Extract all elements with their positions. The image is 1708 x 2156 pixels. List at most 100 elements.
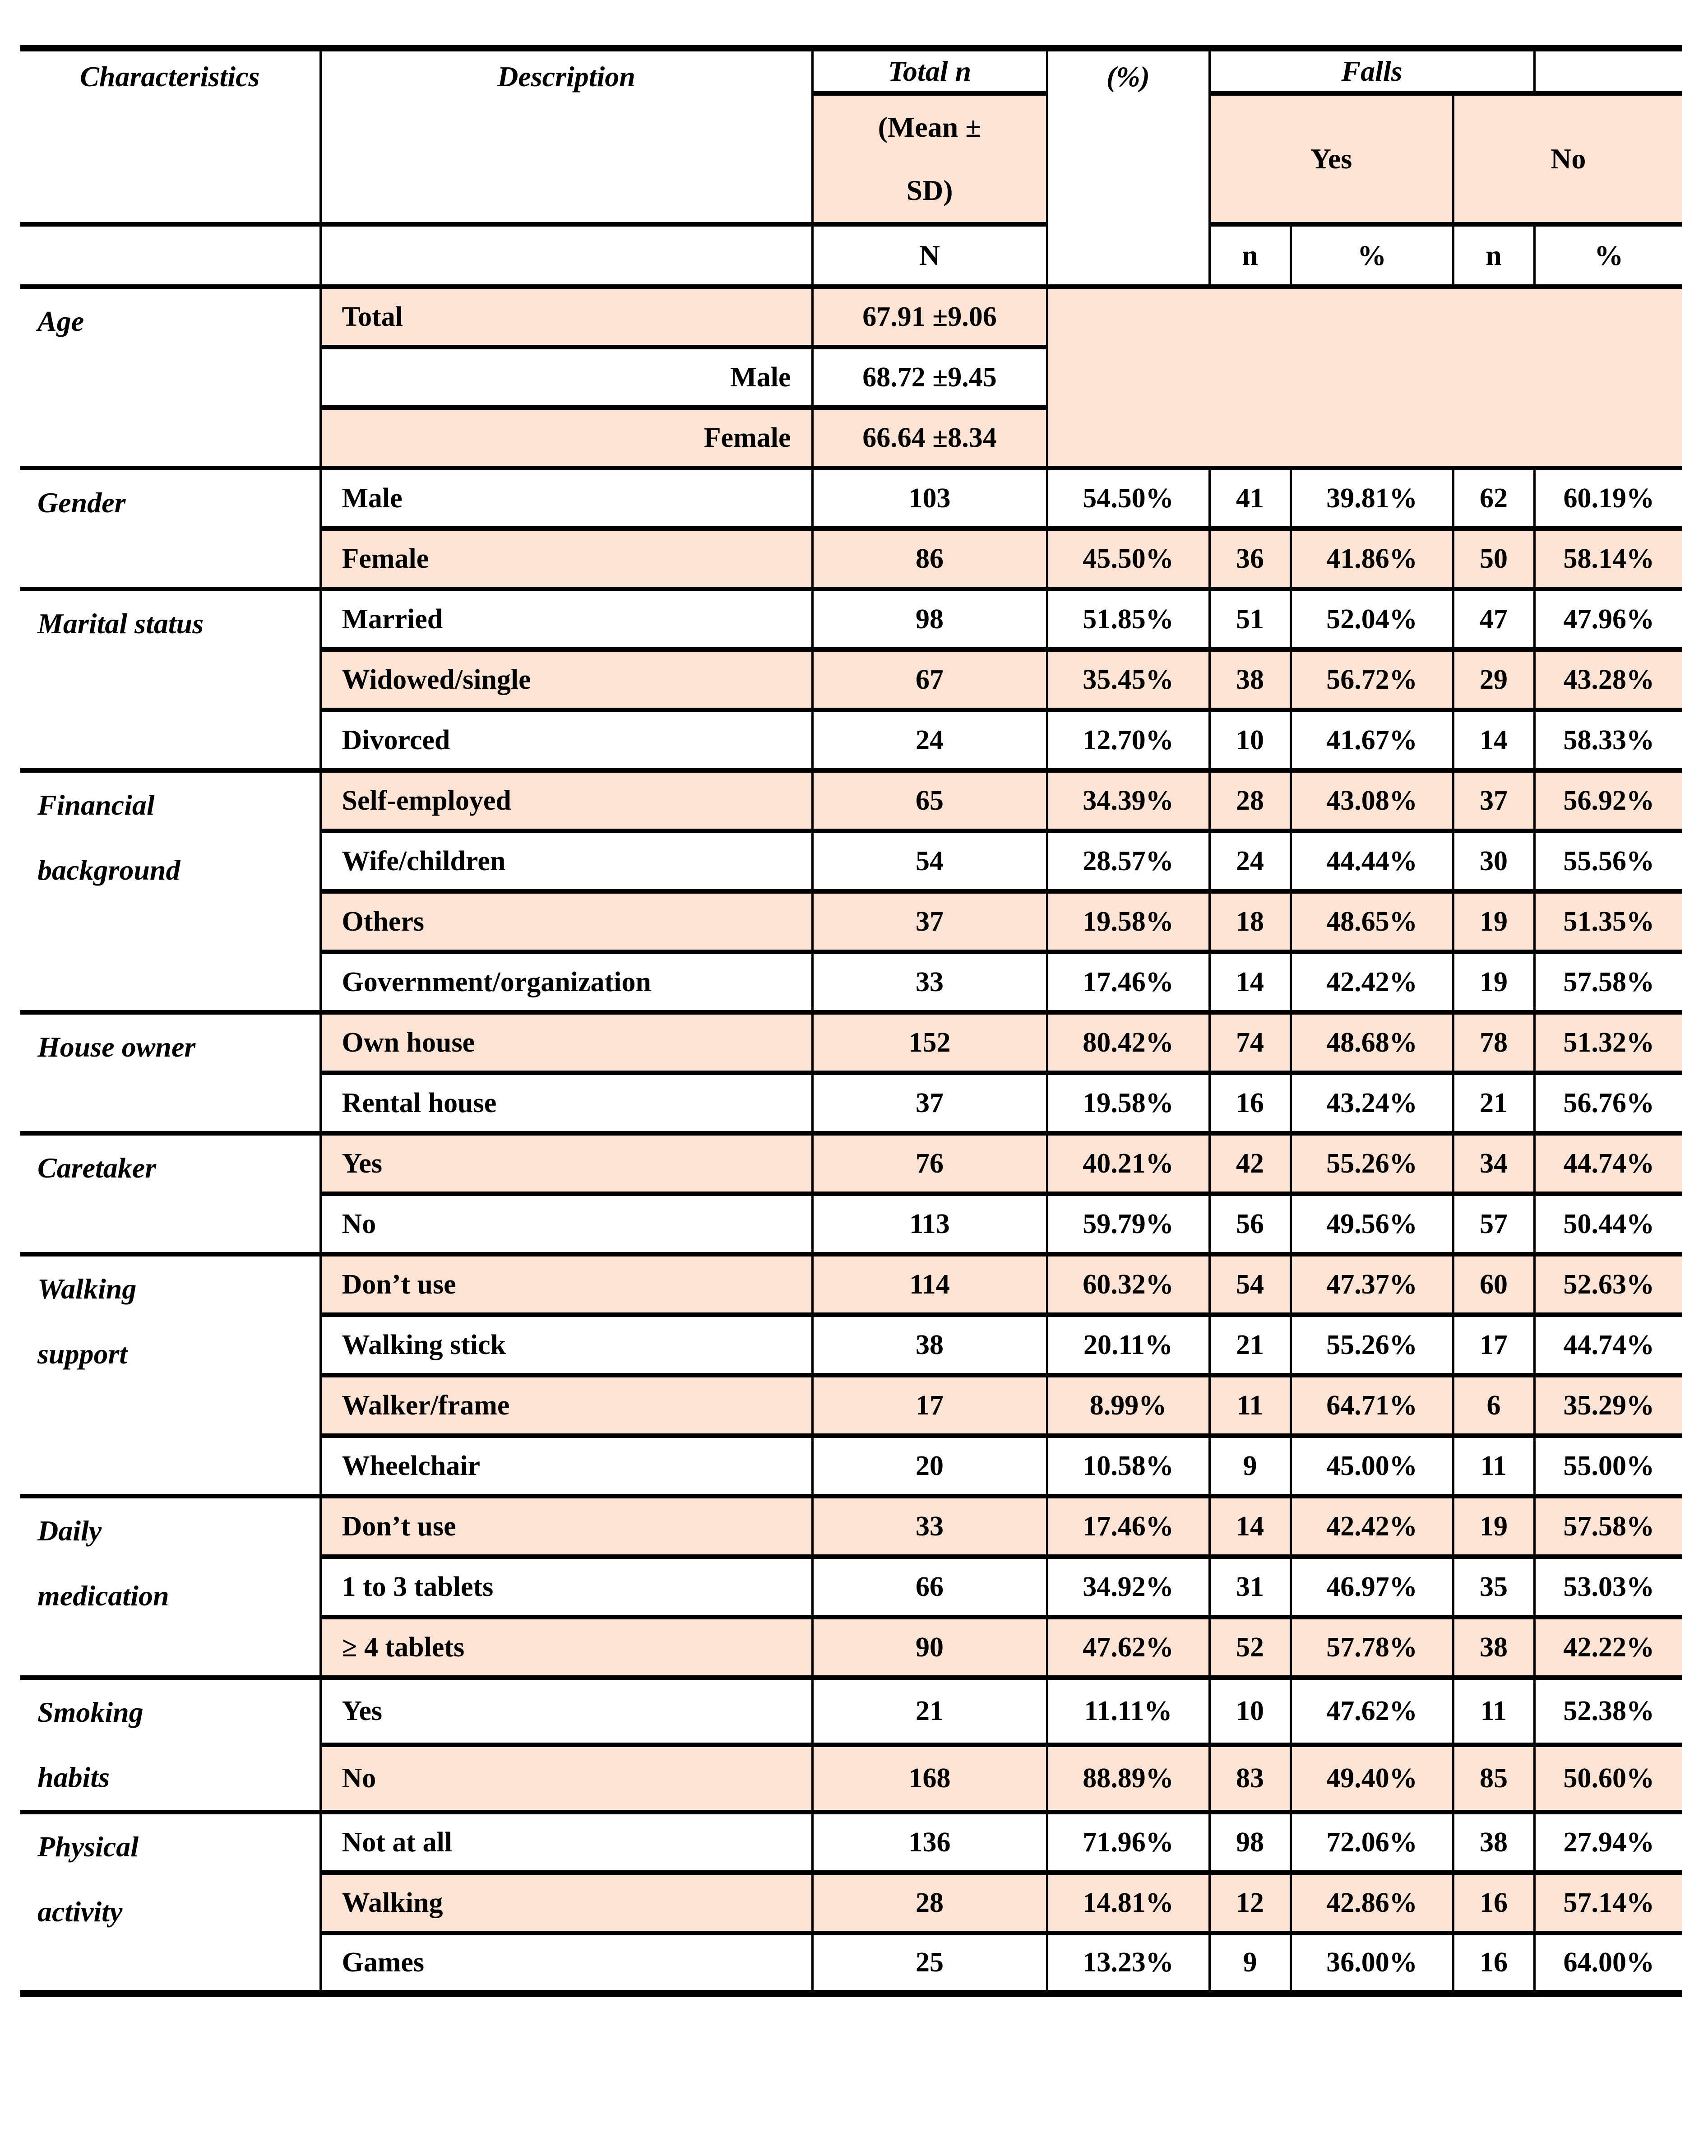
header-spacer-description [319, 222, 814, 288]
falls-no-n-cell: 17 [1452, 1312, 1536, 1377]
falls-no-pct-cell: 51.35% [1533, 889, 1682, 953]
falls-yes-n-cell: 21 [1208, 1312, 1292, 1377]
table-row: Age Total 67.91 ±9.06 [20, 284, 1682, 469]
falls-no-n-cell: 14 [1452, 708, 1536, 772]
header-total-n: Total n [811, 45, 1048, 95]
description-cell: Female [319, 405, 814, 469]
falls-no-pct-cell: 56.92% [1533, 768, 1682, 832]
falls-no-n-cell: 16 [1452, 1931, 1536, 1997]
table-row: Physical activity Not at all 136 71.96% 98 72.… [20, 1810, 1682, 1997]
description-cell: Wheelchair [319, 1433, 814, 1498]
total-n-cell: 33 [811, 1494, 1048, 1558]
header-falls-no: No [1452, 91, 1682, 226]
description-cell: Male [319, 466, 814, 530]
falls-no-n-cell: 50 [1452, 526, 1536, 590]
table-row: Smoking habits Yes 21 11.11% 10 47.62% 11 52.38% [20, 1675, 1682, 1813]
percent-cell: 13.23% [1046, 1931, 1211, 1997]
falls-yes-pct-cell: 55.26% [1289, 1131, 1454, 1195]
characteristic-cell: Financial background [20, 768, 322, 1014]
table-row: House owner Own house 152 80.42% 74 48.68% 78 5… [20, 1010, 1682, 1135]
characteristic-label: House owner [37, 1031, 196, 1063]
total-n-cell: 98 [811, 587, 1048, 651]
falls-yes-n-cell: 98 [1208, 1810, 1292, 1874]
table-header: Characteristics Description Total n (%) … [20, 45, 1682, 288]
characteristic-label: Financial [37, 789, 155, 821]
characteristic-cell: Marital status [20, 587, 322, 772]
characteristic-cell: House owner [20, 1010, 322, 1135]
falls-yes-n-cell: 31 [1208, 1554, 1292, 1618]
total-n-cell: 54 [811, 829, 1048, 893]
header-no-n: n [1452, 222, 1536, 288]
table-row: 1 to 3 tablets 66 34.92% 31 46.97% 35 53.03% [20, 1554, 1682, 1618]
falls-yes-n-cell: 18 [1208, 889, 1292, 953]
percent-cell: 35.45% [1046, 647, 1211, 711]
falls-yes-pct-cell: 43.08% [1289, 768, 1454, 832]
total-n-cell: 66 [811, 1554, 1048, 1618]
header-no-pct: % [1533, 222, 1682, 288]
header-row-2: (Mean ± SD) Yes No [20, 91, 1682, 226]
falls-no-pct-cell: 57.58% [1533, 1494, 1682, 1558]
characteristic-label: Gender [37, 487, 126, 519]
falls-no-pct-cell: 27.94% [1533, 1810, 1682, 1874]
characteristic-cell: Walking support [20, 1252, 322, 1498]
falls-no-pct-cell: 64.00% [1533, 1931, 1682, 1997]
table-row: Daily medication Don’t use 33 17.46% 14 42.42%… [20, 1494, 1682, 1679]
total-n-cell: 113 [811, 1192, 1048, 1256]
percent-cell: 19.58% [1046, 889, 1211, 953]
falls-yes-n-cell: 24 [1208, 829, 1292, 893]
description-cell: Total [319, 284, 814, 348]
percent-cell: 12.70% [1046, 708, 1211, 772]
header-characteristics-label: Characteristics [80, 60, 260, 93]
table-row: No 113 59.79% 56 49.56% 57 50.44% [20, 1192, 1682, 1256]
falls-yes-n-cell: 10 [1208, 708, 1292, 772]
header-percent: (%) [1046, 45, 1211, 288]
characteristic-label: Marital status [37, 607, 204, 640]
falls-no-n-cell: 38 [1452, 1615, 1536, 1679]
percent-cell: 71.96% [1046, 1810, 1211, 1874]
description-cell: Others [319, 889, 814, 953]
total-n-cell: 17 [811, 1373, 1048, 1437]
description-cell: Yes [319, 1675, 814, 1746]
header-row-1: Characteristics Description Total n (%) … [20, 45, 1682, 288]
total-n-cell: 152 [811, 1010, 1048, 1074]
falls-no-n-cell: 62 [1452, 466, 1536, 530]
falls-no-n-cell: 11 [1452, 1675, 1536, 1746]
falls-yes-pct-cell: 43.24% [1289, 1071, 1454, 1135]
falls-no-pct-cell: 52.38% [1533, 1675, 1682, 1746]
characteristic-label: support [37, 1338, 128, 1370]
falls-yes-n-cell: 14 [1208, 1494, 1292, 1558]
mean-sd-value-cell: 67.91 ±9.06 [811, 284, 1048, 348]
characteristic-label: Daily [37, 1515, 102, 1547]
description-cell: Self-employed [319, 768, 814, 832]
falls-yes-n-cell: 9 [1208, 1931, 1292, 1997]
mean-sd-value-cell: 66.64 ±8.34 [811, 405, 1048, 469]
falls-yes-pct-cell: 47.37% [1289, 1252, 1454, 1316]
percent-cell: 34.39% [1046, 768, 1211, 832]
falls-yes-n-cell: 41 [1208, 466, 1292, 530]
characteristic-cell: Caretaker [20, 1131, 322, 1256]
falls-yes-n-cell: 10 [1208, 1675, 1292, 1746]
falls-yes-n-cell: 54 [1208, 1252, 1292, 1316]
header-characteristics: Characteristics [20, 45, 322, 226]
percent-cell: 28.57% [1046, 829, 1211, 893]
characteristic-label: Caretaker [37, 1152, 157, 1184]
falls-yes-n-cell: 56 [1208, 1192, 1292, 1256]
total-n-cell: 103 [811, 466, 1048, 530]
description-cell: Male [319, 345, 814, 409]
falls-yes-pct-cell: 45.00% [1289, 1433, 1454, 1498]
falls-yes-n-cell: 51 [1208, 587, 1292, 651]
falls-no-n-cell: 37 [1452, 768, 1536, 832]
table-row: Games 25 13.23% 9 36.00% 16 64.00% [20, 1931, 1682, 1997]
falls-no-pct-cell: 53.03% [1533, 1554, 1682, 1618]
characteristic-cell: Daily medication [20, 1494, 322, 1679]
table-row: Others 37 19.58% 18 48.65% 19 51.35% [20, 889, 1682, 953]
falls-no-pct-cell: 57.58% [1533, 950, 1682, 1014]
table-body: Age Total 67.91 ±9.06 Male 68.72 ±9.45 Female… [20, 284, 1682, 1997]
description-cell: Wife/children [319, 829, 814, 893]
table-row: Marital status Married 98 51.85% 51 52.04% 47 4… [20, 587, 1682, 772]
description-cell: 1 to 3 tablets [319, 1554, 814, 1618]
falls-yes-pct-cell: 55.26% [1289, 1312, 1454, 1377]
falls-no-n-cell: 60 [1452, 1252, 1536, 1316]
header-falls: Falls [1208, 45, 1536, 95]
total-n-cell: 76 [811, 1131, 1048, 1195]
